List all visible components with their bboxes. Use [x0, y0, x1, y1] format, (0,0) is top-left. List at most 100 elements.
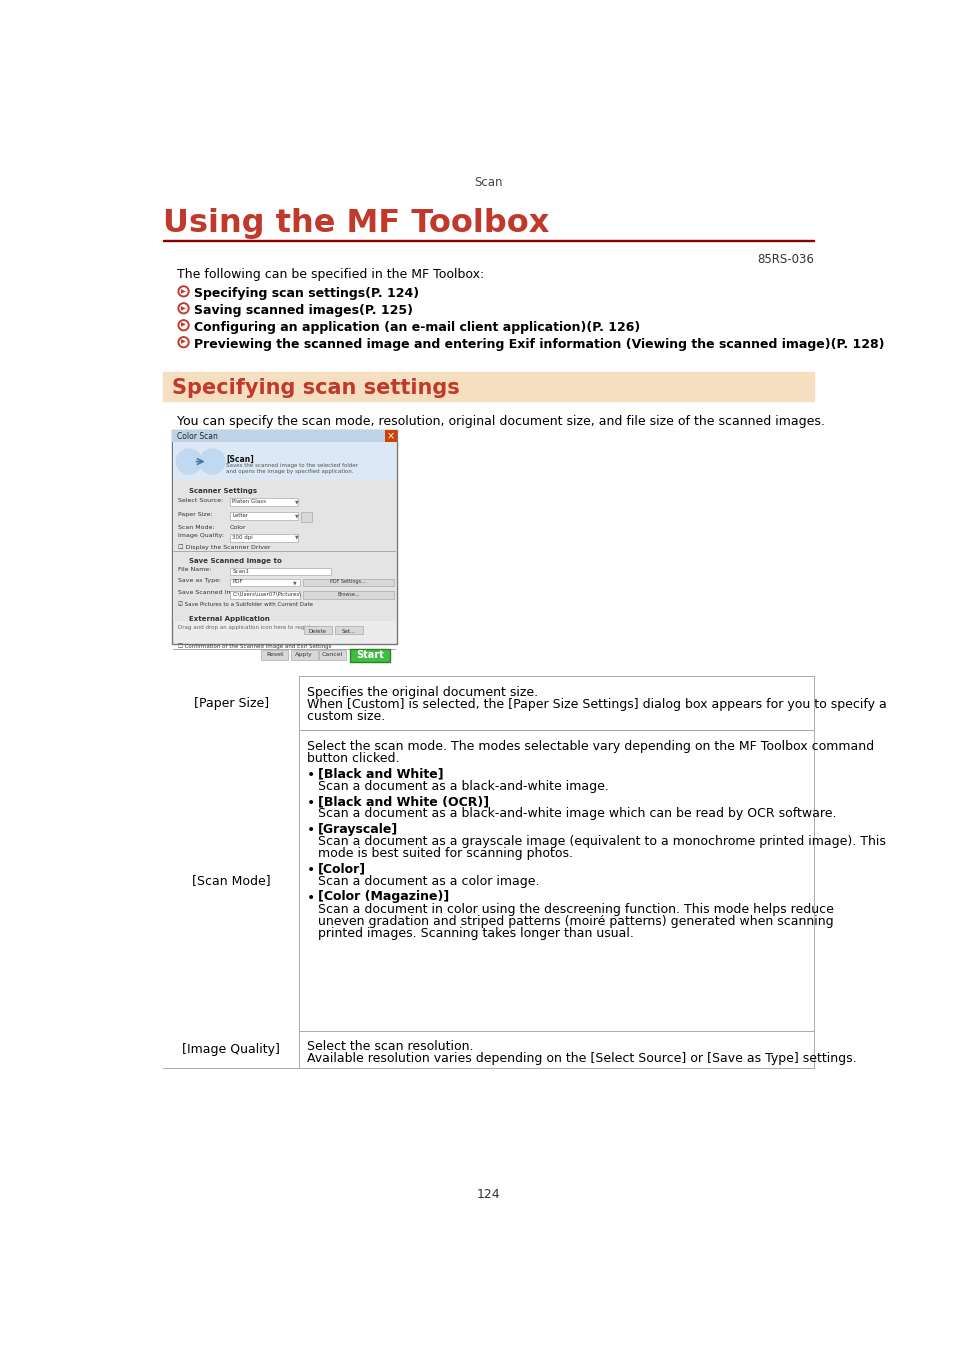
Text: Letter: Letter — [233, 513, 249, 518]
Text: [Image Quality]: [Image Quality] — [182, 1042, 280, 1056]
Text: External Application: External Application — [189, 616, 270, 621]
Text: ☐ Confirmation of the Scanned Image and Exif Settings: ☐ Confirmation of the Scanned Image and … — [178, 643, 332, 649]
Text: custom size.: custom size. — [307, 710, 385, 724]
Text: •: • — [307, 768, 315, 782]
Text: Image Quality:: Image Quality: — [178, 533, 224, 539]
Text: Configuring an application (an e-mail client application)(P. 126): Configuring an application (an e-mail cl… — [194, 320, 640, 333]
Text: •: • — [307, 795, 315, 810]
Text: •: • — [307, 891, 315, 906]
Bar — [230, 568, 331, 575]
Circle shape — [178, 286, 189, 297]
Text: printed images. Scanning takes longer than usual.: printed images. Scanning takes longer th… — [317, 927, 633, 941]
Bar — [230, 533, 298, 541]
Text: [Black and White]: [Black and White] — [317, 767, 443, 780]
Text: Save Scanned Image to:: Save Scanned Image to: — [178, 590, 254, 595]
Text: Drag and drop an application icon here to register.: Drag and drop an application icon here t… — [178, 625, 317, 629]
Bar — [172, 481, 395, 621]
Circle shape — [180, 305, 187, 312]
Bar — [350, 648, 390, 662]
Text: button clicked.: button clicked. — [307, 752, 399, 765]
Bar — [385, 429, 396, 443]
Text: [Scan Mode]: [Scan Mode] — [192, 873, 271, 887]
Bar — [303, 625, 332, 634]
Text: Scan a document as a black-and-white image which can be read by OCR software.: Scan a document as a black-and-white ima… — [317, 807, 835, 821]
Bar — [163, 1030, 814, 1068]
Bar — [230, 513, 298, 520]
Text: Scan: Scan — [475, 176, 502, 189]
Text: •: • — [307, 824, 315, 837]
Text: Color: Color — [230, 525, 246, 531]
Text: [Color (Magazine)]: [Color (Magazine)] — [317, 891, 449, 903]
Text: 85RS-036: 85RS-036 — [757, 252, 814, 266]
Text: Specifying scan settings(P. 124): Specifying scan settings(P. 124) — [194, 286, 419, 300]
Bar — [163, 676, 298, 730]
Bar — [291, 651, 317, 660]
Text: Select Source:: Select Source: — [178, 498, 223, 502]
Circle shape — [178, 302, 189, 313]
Text: [Black and White (OCR)]: [Black and White (OCR)] — [317, 795, 488, 807]
Bar — [303, 591, 394, 598]
Text: ▼: ▼ — [293, 580, 296, 585]
Text: Scan a document as a color image.: Scan a document as a color image. — [317, 875, 538, 888]
Text: 300 dpi: 300 dpi — [233, 535, 253, 540]
Bar — [163, 1030, 298, 1068]
Text: Select the scan mode. The modes selectable vary depending on the MF Toolbox comm: Select the scan mode. The modes selectab… — [307, 740, 873, 752]
Text: Color Scan: Color Scan — [176, 432, 217, 440]
Text: ▼: ▼ — [294, 513, 298, 518]
Bar — [163, 373, 814, 401]
Text: Browse...: Browse... — [336, 591, 359, 597]
Circle shape — [176, 450, 201, 474]
Text: Scan a document in color using the descreening function. This mode helps reduce: Scan a document in color using the descr… — [317, 903, 833, 915]
Text: Specifies the original document size.: Specifies the original document size. — [307, 686, 537, 698]
Circle shape — [180, 321, 187, 328]
Text: Scanner Settings: Scanner Settings — [189, 489, 257, 494]
Bar — [335, 625, 362, 634]
Text: PDF Settings...: PDF Settings... — [330, 579, 366, 585]
Text: Save as Type:: Save as Type: — [178, 578, 221, 583]
Text: Select the scan resolution.: Select the scan resolution. — [307, 1040, 473, 1053]
Text: Set...: Set... — [341, 629, 355, 634]
Text: Reset: Reset — [266, 652, 283, 656]
Text: and opens the image by specified application.: and opens the image by specified applica… — [226, 470, 354, 474]
Text: Specifying scan settings: Specifying scan settings — [172, 378, 459, 398]
Text: Saving scanned images(P. 125): Saving scanned images(P. 125) — [194, 304, 413, 317]
Text: [Color]: [Color] — [317, 863, 365, 876]
Text: ▼: ▼ — [294, 500, 298, 505]
Text: Apply: Apply — [294, 652, 313, 656]
Bar — [319, 651, 346, 660]
Bar — [261, 651, 288, 660]
Bar — [163, 676, 814, 730]
Text: Start: Start — [356, 651, 384, 660]
Text: Available resolution varies depending on the [Select Source] or [Save as Type] s: Available resolution varies depending on… — [307, 1052, 856, 1065]
Text: Previewing the scanned image and entering Exif information (Viewing the scanned : Previewing the scanned image and enterin… — [194, 338, 884, 351]
Circle shape — [180, 288, 187, 294]
Circle shape — [178, 320, 189, 331]
Text: ▶: ▶ — [181, 323, 186, 328]
Text: File Name:: File Name: — [178, 567, 212, 572]
Text: [Grayscale]: [Grayscale] — [317, 822, 397, 836]
Text: Scan a document as a black-and-white image.: Scan a document as a black-and-white ima… — [317, 779, 608, 792]
Text: ×: × — [386, 431, 395, 441]
Bar — [163, 730, 814, 1030]
Bar — [230, 591, 299, 598]
Text: PDF: PDF — [233, 579, 243, 585]
Text: uneven gradation and striped patterns (moiré patterns) generated when scanning: uneven gradation and striped patterns (m… — [317, 915, 832, 927]
Bar — [230, 498, 298, 506]
Text: Cancel: Cancel — [322, 652, 343, 656]
Text: 124: 124 — [476, 1188, 500, 1200]
Text: Using the MF Toolbox: Using the MF Toolbox — [163, 208, 549, 239]
Text: ▶: ▶ — [181, 306, 186, 310]
Text: Paper Size:: Paper Size: — [178, 512, 213, 517]
Bar — [303, 579, 394, 586]
Text: ☑ Save Pictures to a Subfolder with Current Date: ☑ Save Pictures to a Subfolder with Curr… — [178, 602, 313, 608]
Text: Delete: Delete — [309, 629, 326, 634]
Text: ▶: ▶ — [181, 340, 186, 344]
Text: When [Custom] is selected, the [Paper Size Settings] dialog box appears for you : When [Custom] is selected, the [Paper Si… — [307, 698, 885, 711]
Bar — [163, 730, 298, 1030]
Text: C:\Users\user07\Pictures\: C:\Users\user07\Pictures\ — [233, 591, 301, 597]
Bar — [230, 579, 299, 586]
Text: mode is best suited for scanning photos.: mode is best suited for scanning photos. — [317, 848, 572, 860]
Bar — [301, 513, 312, 521]
Circle shape — [178, 336, 189, 347]
Bar — [172, 443, 395, 481]
